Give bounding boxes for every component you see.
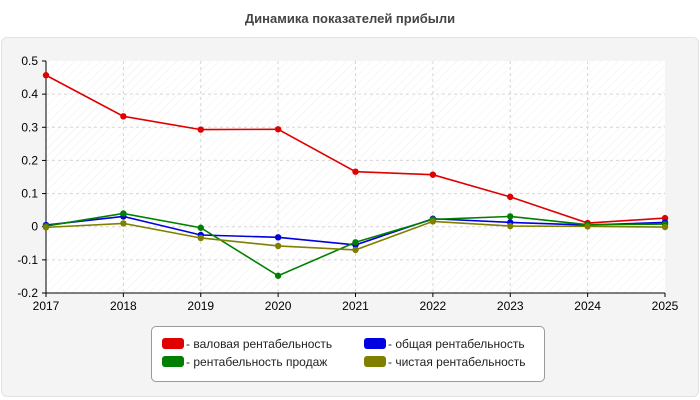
series-0-point [274, 126, 282, 133]
x-tick-label: 2017 [33, 299, 60, 313]
series-3-point [584, 223, 591, 230]
series-3-point [661, 223, 669, 231]
grid-lines [46, 61, 665, 293]
legend-swatch-gross-margin [162, 338, 184, 350]
series-0-point [507, 193, 514, 201]
series-1-point [274, 234, 282, 241]
chart-title: Динамика показателей прибыли [244, 11, 456, 26]
legend-label-total-margin: общая рентабельность [395, 337, 525, 351]
y-tick-label: -0.1 [17, 253, 38, 267]
x-tick-label: 2022 [420, 299, 447, 313]
legend-swatch-net-margin [364, 356, 386, 368]
x-tick-label: 2023 [497, 299, 524, 313]
legend-swatch-total-margin [364, 338, 386, 350]
series-0-point [352, 168, 359, 175]
legend-item-total-margin: - общая рентабельность [364, 336, 525, 352]
x-tick-label: 2021 [342, 299, 369, 313]
series-3-point [120, 220, 127, 227]
y-tick-label: 0.1 [21, 187, 38, 201]
series-2-point [352, 239, 359, 246]
y-tick-label: 0.3 [21, 120, 38, 134]
series-2-point [120, 210, 127, 217]
legend-item-gross-margin: - валовая рентабельность [162, 336, 332, 352]
x-tick-label: 2020 [265, 299, 292, 313]
series-layer [42, 72, 669, 279]
legend-label-gross-margin: валовая рентабельность [193, 337, 333, 351]
legend-item-sales-margin: - рентабельность продаж [162, 354, 327, 370]
legend-swatch-sales-margin [162, 356, 184, 368]
x-tick-label: 2019 [187, 299, 214, 313]
series-2-point [197, 224, 204, 231]
series-3-point [352, 246, 359, 254]
legend-item-net-margin: - чистая рентабельность [364, 354, 526, 370]
series-2-point [507, 213, 514, 220]
series-3-point [507, 222, 514, 230]
series-0-point [429, 171, 437, 178]
series-0-point [197, 126, 204, 133]
chart-legend: - валовая рентабельность - общая рентабе… [151, 326, 545, 382]
series-0-point [120, 113, 127, 120]
legend-label-sales-margin: рентабельность продаж [193, 355, 328, 369]
series-3-point [274, 242, 282, 250]
y-tick-label: 0.2 [21, 153, 38, 167]
series-3-point [197, 234, 204, 242]
series-2-point [274, 272, 282, 279]
series-3-point [429, 218, 437, 225]
x-tick-label: 2025 [652, 299, 679, 313]
y-tick-label: 0 [31, 220, 38, 234]
series-3-point [42, 224, 50, 231]
y-tick-label: -0.2 [17, 286, 38, 300]
series-0-point [42, 72, 50, 79]
axes [42, 60, 666, 297]
x-tick-label: 2024 [574, 299, 601, 313]
y-tick-label: 0.5 [21, 54, 38, 68]
x-tick-label: 2018 [110, 299, 137, 313]
legend-label-net-margin: чистая рентабельность [395, 355, 526, 369]
y-tick-label: 0.4 [21, 87, 38, 101]
